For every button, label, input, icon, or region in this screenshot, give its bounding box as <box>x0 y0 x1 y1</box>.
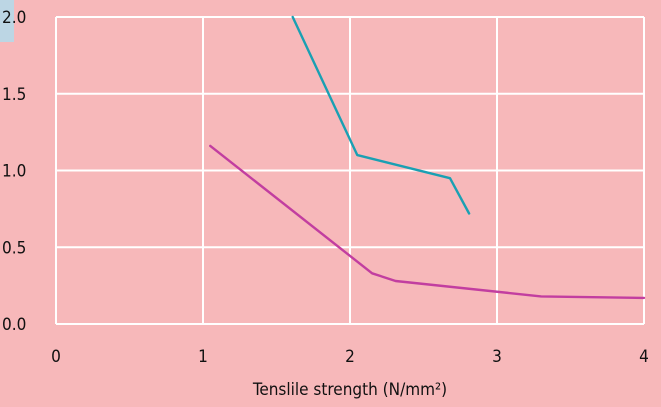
y-tick-label: 2.0 <box>2 8 26 28</box>
x-tick-label: 4 <box>639 347 649 367</box>
x-tick-labels: 0 1 2 3 4 <box>51 347 649 367</box>
y-tick-label: 1.5 <box>2 85 26 105</box>
series-group <box>209 15 646 300</box>
series-line-1 <box>291 15 471 215</box>
x-axis-label: Tenslile strength (N/mm²) <box>252 380 447 400</box>
x-tick-label: 0 <box>51 347 61 367</box>
grid <box>55 16 645 325</box>
x-tick-label: 1 <box>198 347 208 367</box>
y-tick-labels: 0.0 0.5 1.0 1.5 2.0 <box>2 8 26 335</box>
y-tick-label: 1.0 <box>2 162 26 182</box>
x-tick-label: 3 <box>492 347 502 367</box>
series-line-2 <box>209 144 646 300</box>
x-tick-label: 2 <box>345 347 355 367</box>
y-tick-label: 0.5 <box>2 238 26 258</box>
corner-accent <box>0 0 14 42</box>
y-tick-label: 0.0 <box>2 315 26 335</box>
